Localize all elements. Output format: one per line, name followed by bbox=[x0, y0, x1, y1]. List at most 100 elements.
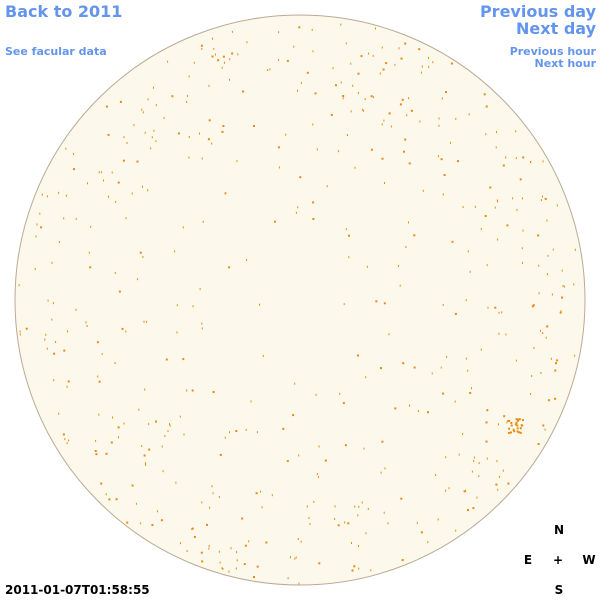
facula bbox=[75, 217, 77, 220]
facula bbox=[347, 134, 348, 136]
facula bbox=[554, 369, 557, 372]
facula bbox=[496, 199, 498, 202]
facula bbox=[357, 354, 359, 357]
next-hour-link[interactable]: Next hour bbox=[534, 57, 597, 70]
facula bbox=[244, 544, 247, 547]
faculae bbox=[18, 23, 576, 585]
facula bbox=[497, 238, 499, 241]
previous-day-link[interactable]: Previous day bbox=[479, 2, 596, 21]
facula bbox=[297, 89, 298, 92]
facula bbox=[522, 419, 524, 422]
facula bbox=[243, 563, 246, 566]
facula bbox=[465, 357, 467, 360]
facula bbox=[267, 69, 269, 71]
back-link[interactable]: Back to 2011 bbox=[5, 2, 123, 21]
facula bbox=[308, 517, 310, 519]
facular-link[interactable]: See facular data bbox=[5, 45, 107, 58]
facula bbox=[235, 567, 237, 570]
facula bbox=[370, 569, 372, 572]
facula bbox=[300, 540, 302, 543]
facula bbox=[58, 191, 60, 194]
facula bbox=[497, 200, 499, 203]
facula bbox=[531, 305, 534, 308]
facula bbox=[486, 457, 488, 460]
facula bbox=[505, 156, 507, 159]
facula bbox=[337, 150, 339, 153]
facula bbox=[44, 338, 46, 341]
facula bbox=[142, 111, 144, 114]
facula bbox=[86, 325, 88, 327]
facula bbox=[450, 141, 451, 144]
facula bbox=[229, 78, 230, 81]
facula bbox=[202, 220, 204, 223]
facula bbox=[538, 264, 540, 267]
facula bbox=[199, 288, 201, 291]
facula bbox=[58, 412, 60, 415]
facula bbox=[96, 341, 99, 344]
facula bbox=[298, 26, 301, 29]
facula bbox=[445, 489, 447, 492]
facula bbox=[186, 101, 188, 103]
facula bbox=[469, 270, 471, 273]
facula bbox=[574, 354, 576, 357]
facula bbox=[201, 157, 203, 160]
facula bbox=[256, 431, 258, 434]
facula bbox=[66, 442, 68, 445]
previous-hour-link[interactable]: Previous hour bbox=[509, 45, 596, 58]
facula bbox=[519, 427, 522, 430]
facula bbox=[40, 226, 43, 229]
facula bbox=[316, 473, 318, 475]
facula bbox=[442, 392, 445, 395]
facula bbox=[163, 116, 165, 119]
facula bbox=[435, 474, 437, 476]
compass-north: N bbox=[553, 523, 565, 537]
facula bbox=[382, 68, 385, 71]
facula bbox=[259, 303, 260, 306]
facula bbox=[398, 47, 400, 50]
facula bbox=[186, 389, 188, 392]
facula bbox=[255, 492, 258, 495]
facula bbox=[409, 404, 410, 407]
facula bbox=[85, 321, 87, 324]
facula bbox=[155, 140, 157, 143]
facula bbox=[188, 156, 190, 159]
facula bbox=[345, 228, 347, 231]
facula bbox=[506, 224, 509, 227]
facula bbox=[437, 518, 439, 521]
facula bbox=[462, 432, 464, 435]
facula bbox=[362, 108, 364, 111]
facula bbox=[324, 459, 327, 462]
facula bbox=[193, 61, 195, 64]
facula bbox=[188, 136, 190, 138]
facula bbox=[300, 81, 302, 84]
facula bbox=[218, 550, 220, 553]
facula bbox=[228, 570, 230, 573]
facula bbox=[75, 308, 77, 311]
facula bbox=[236, 160, 238, 163]
facula bbox=[480, 227, 482, 230]
facula bbox=[551, 293, 553, 296]
facula bbox=[422, 189, 424, 192]
facula bbox=[286, 460, 289, 463]
facula bbox=[248, 540, 250, 543]
facula bbox=[222, 568, 224, 570]
facula bbox=[419, 120, 421, 123]
facula bbox=[547, 273, 548, 276]
facula bbox=[562, 285, 564, 287]
facula bbox=[53, 352, 56, 355]
facula bbox=[421, 65, 423, 68]
facula bbox=[494, 206, 496, 209]
facula bbox=[559, 311, 562, 314]
next-day-link[interactable]: Next day bbox=[516, 19, 596, 38]
facula bbox=[489, 186, 492, 189]
facula bbox=[515, 359, 517, 362]
facula bbox=[215, 53, 216, 56]
facula bbox=[67, 330, 68, 333]
facula bbox=[18, 284, 20, 287]
facula bbox=[342, 95, 345, 97]
facula bbox=[144, 388, 146, 391]
facula bbox=[211, 485, 213, 488]
facula bbox=[364, 98, 366, 101]
facula bbox=[473, 459, 475, 462]
